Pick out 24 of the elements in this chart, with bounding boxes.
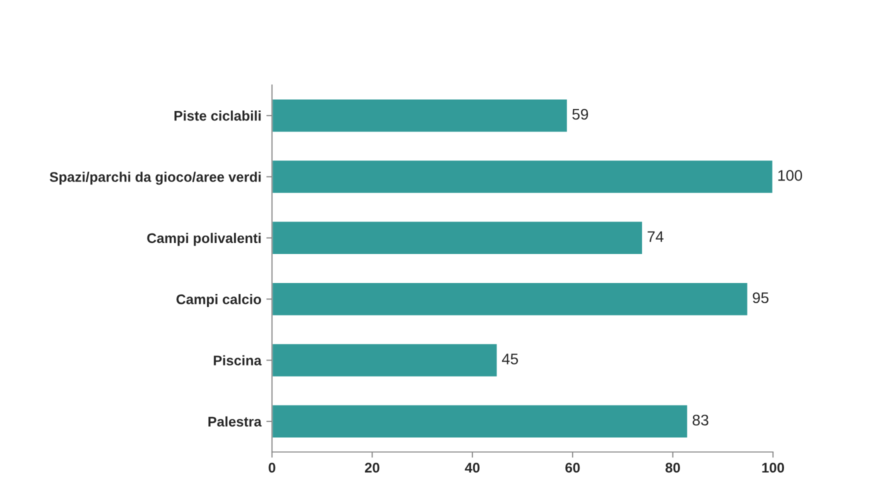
x-tick-label: 60	[565, 462, 580, 473]
y-tick-label: Campi polivalenti	[147, 232, 261, 246]
bar	[272, 404, 689, 439]
x-tick-label: 20	[364, 462, 380, 473]
bar	[272, 159, 773, 194]
y-tick-label: Palestra	[208, 416, 262, 427]
data-label: 100	[778, 170, 802, 181]
data-label: 74	[648, 231, 664, 242]
data-label: 45	[502, 354, 518, 364]
data-label: 59	[572, 108, 588, 120]
x-tick-label: 0	[268, 462, 276, 473]
x-tick-label: 80	[666, 462, 680, 473]
bar	[272, 282, 749, 317]
y-tick-label: Spazi/parchi da gioco/aree verdi	[50, 172, 261, 185]
y-tick-label: Campi calcio	[176, 294, 262, 307]
y-tick-label: Piscina	[214, 355, 262, 366]
y-tick-label: Piste ciclabili	[174, 110, 261, 121]
bar	[272, 220, 644, 256]
data-label: 95	[752, 292, 768, 304]
bar	[272, 98, 568, 134]
bar	[272, 342, 498, 378]
x-tick-label: 100	[762, 462, 784, 473]
data-label: 83	[692, 414, 708, 426]
x-tick-label: 40	[464, 462, 480, 473]
